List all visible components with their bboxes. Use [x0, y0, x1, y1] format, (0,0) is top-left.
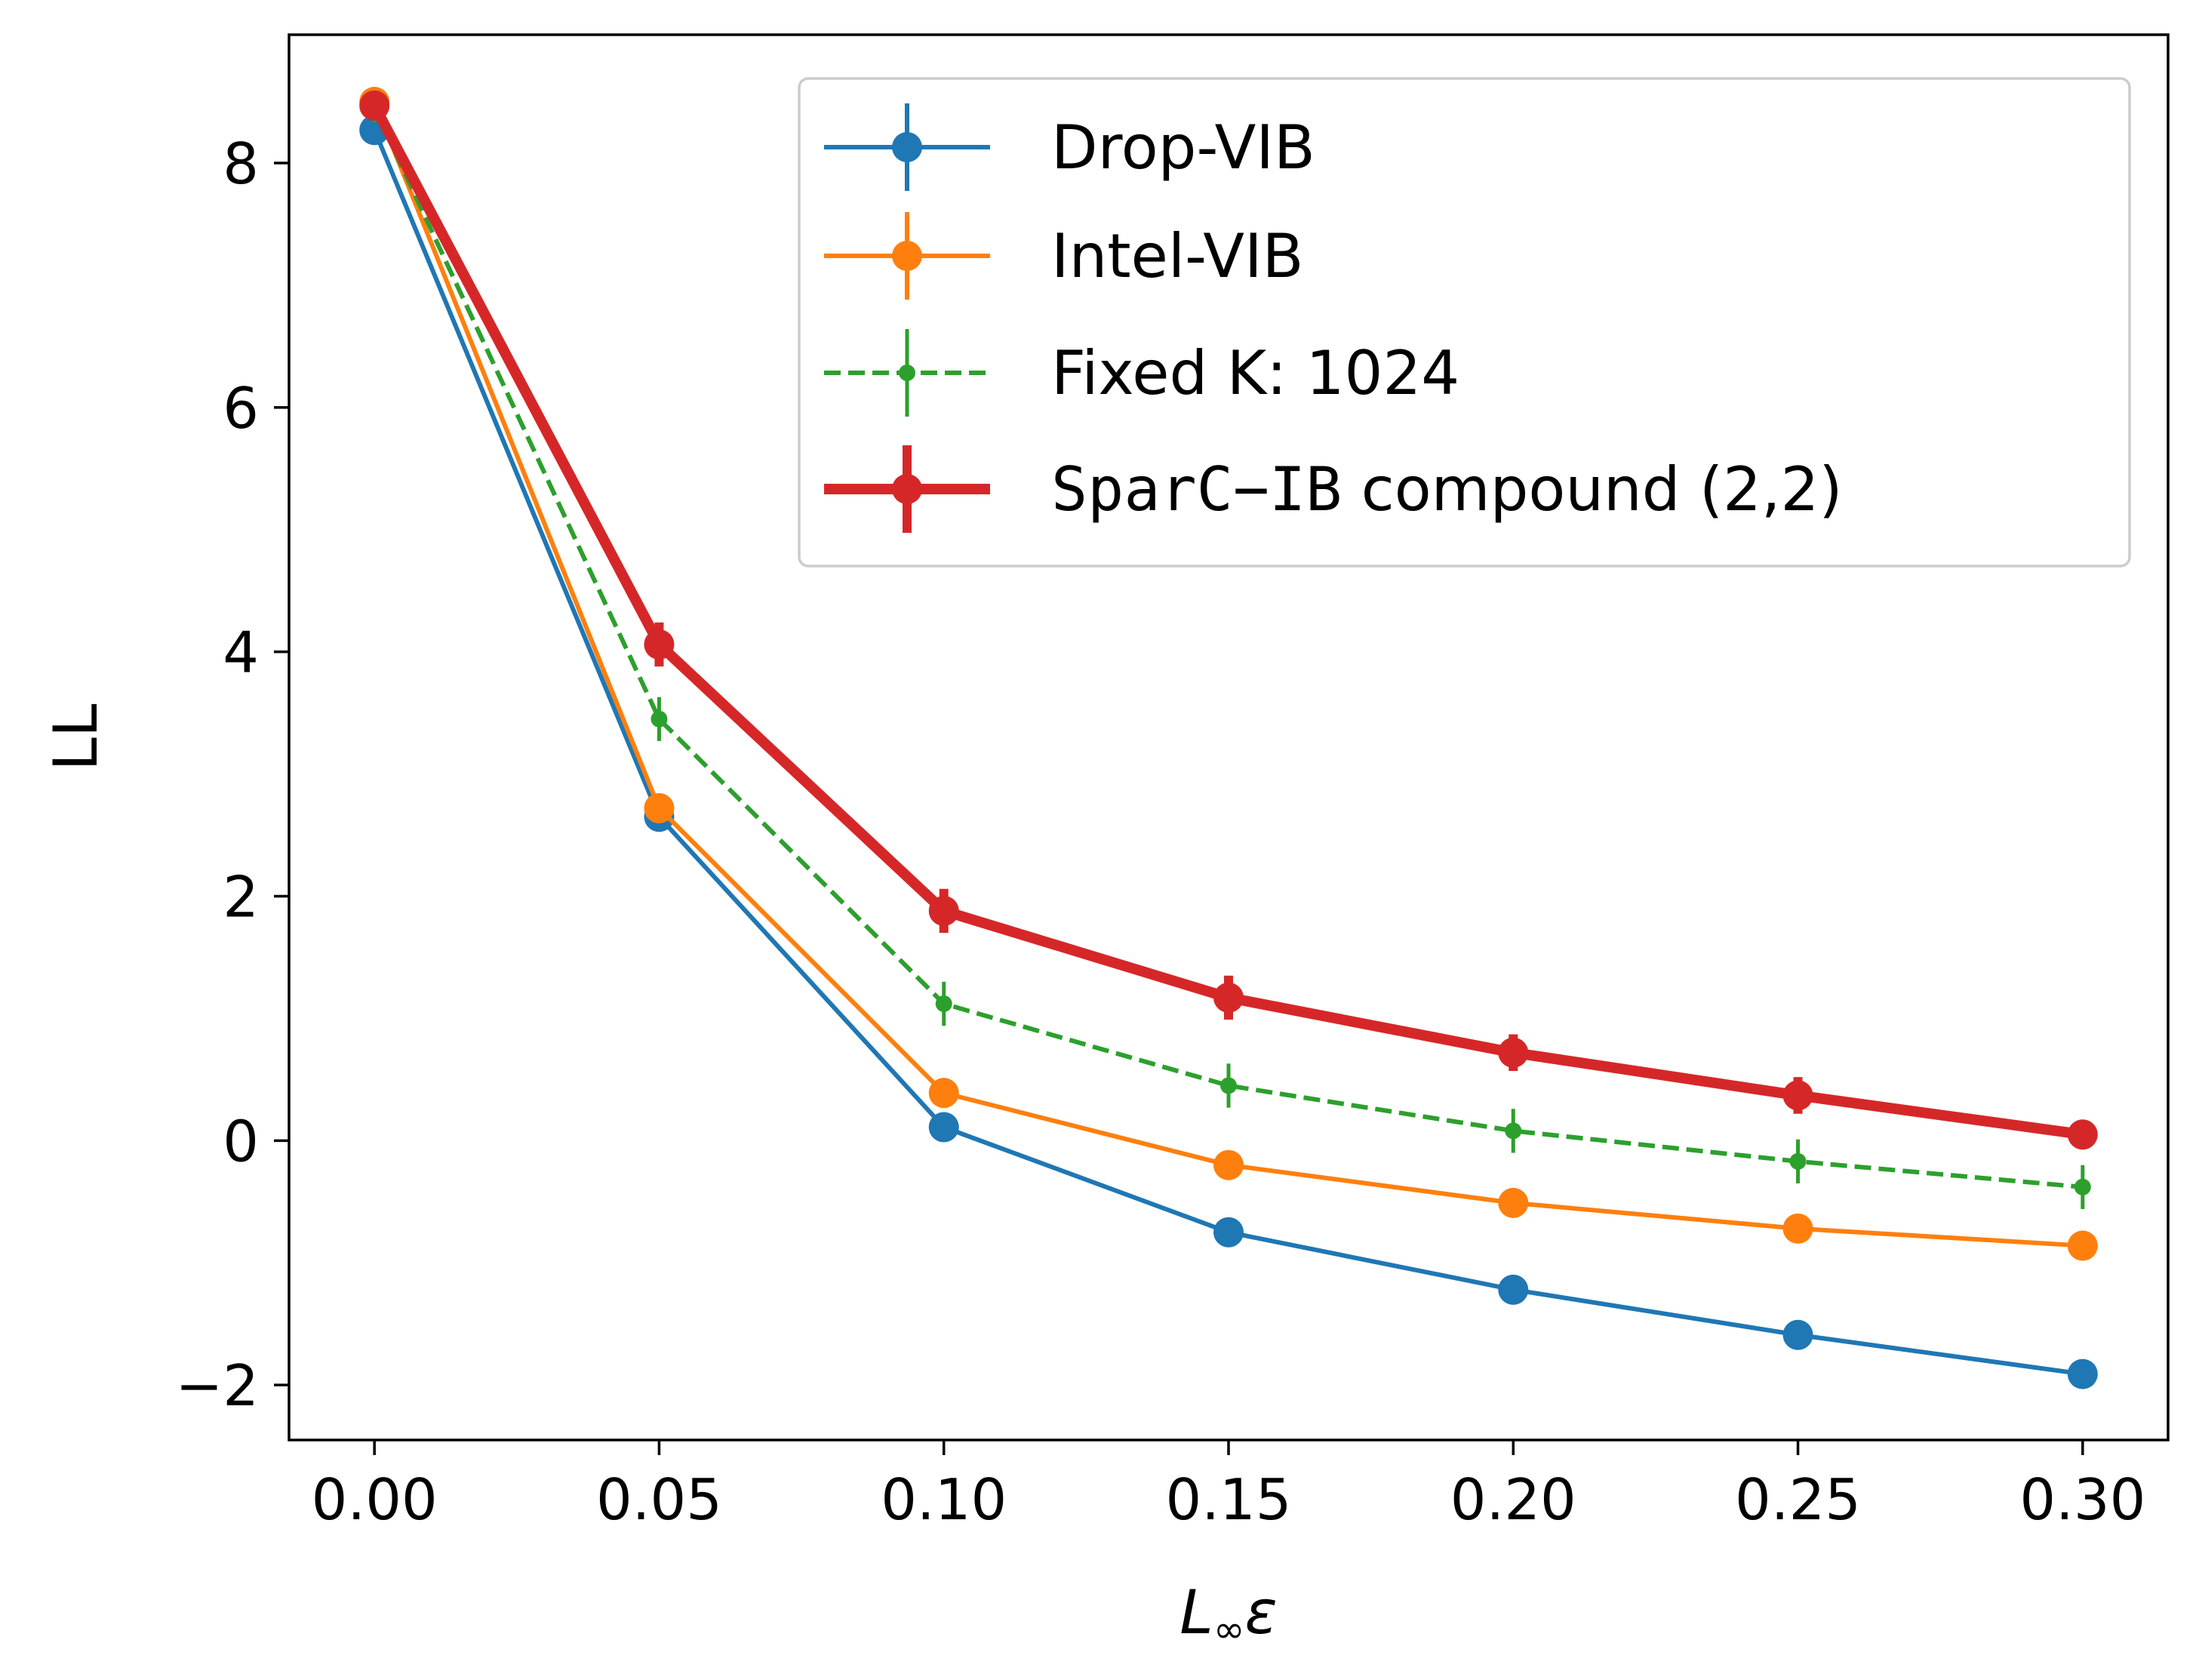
y-axis-label: LL — [41, 703, 111, 771]
data-point — [1213, 982, 1244, 1013]
y-tick-label: 0 — [223, 1108, 259, 1174]
data-point — [1782, 1213, 1813, 1244]
data-point — [644, 629, 675, 660]
data-point — [935, 995, 952, 1012]
data-point — [1789, 1152, 1807, 1170]
y-axis: −2 0 2 4 6 8 — [175, 131, 289, 1419]
legend-marker — [899, 365, 915, 381]
data-point — [1213, 1149, 1244, 1180]
data-point — [2074, 1178, 2091, 1195]
data-point — [2067, 1230, 2098, 1261]
y-tick-label: 2 — [223, 863, 259, 930]
y-tick-label: 4 — [223, 620, 259, 686]
legend-entry-0: Drop-VIB — [824, 103, 1315, 191]
data-point — [928, 1078, 959, 1109]
y-tick-label: 8 — [223, 131, 259, 197]
data-point — [1505, 1122, 1522, 1140]
legend-marker — [892, 132, 922, 162]
x-tick-label: 0.20 — [1450, 1466, 1576, 1533]
legend-label: SparC−IB compound (2,2) — [1051, 454, 1843, 525]
data-point — [1782, 1080, 1813, 1111]
data-point — [644, 792, 675, 823]
data-point — [1498, 1037, 1529, 1068]
data-point — [2067, 1358, 2098, 1389]
x-axis: 0.00 0.05 0.10 0.15 0.20 0.25 0.30 — [312, 1440, 2145, 1533]
data-point — [1220, 1077, 1237, 1094]
x-tick-label: 0.00 — [312, 1466, 438, 1533]
series-3 — [359, 90, 2098, 1150]
x-tick-label: 0.05 — [596, 1466, 722, 1533]
legend: Drop-VIB Intel-VIB Fixed K: 1024 SparC−IB c… — [798, 77, 2131, 568]
legend-marker — [892, 474, 922, 504]
legend-label: Fixed K: 1024 — [1051, 338, 1459, 408]
legend-label: Drop-VIB — [1051, 112, 1315, 183]
data-point — [2067, 1119, 2098, 1150]
x-tick-label: 0.15 — [1166, 1466, 1292, 1533]
y-tick-label: 6 — [223, 375, 259, 442]
x-tick-label: 0.30 — [2019, 1466, 2145, 1533]
x-axis-label-subscript: ∞ — [1213, 1608, 1245, 1651]
legend-entry-3: SparC−IB compound (2,2) — [824, 445, 1843, 533]
data-point — [928, 895, 959, 926]
legend-box — [798, 77, 2131, 568]
data-point — [928, 1112, 959, 1143]
x-tick-label: 0.10 — [881, 1466, 1007, 1533]
legend-entry-1: Intel-VIB — [824, 212, 1304, 300]
x-axis-label: L∞ε — [1179, 1577, 1277, 1651]
legend-label: Intel-VIB — [1051, 221, 1304, 291]
data-point — [650, 710, 668, 728]
data-point — [359, 90, 390, 121]
legend-marker — [892, 241, 922, 271]
x-tick-label: 0.25 — [1735, 1466, 1861, 1533]
data-point — [1782, 1319, 1813, 1350]
legend-entry-2: Fixed K: 1024 — [824, 329, 1459, 417]
data-point — [1498, 1187, 1529, 1218]
y-tick-label: −2 — [175, 1352, 259, 1419]
data-point — [1213, 1217, 1244, 1248]
data-point — [1498, 1274, 1529, 1305]
series-layer — [359, 87, 2098, 1389]
